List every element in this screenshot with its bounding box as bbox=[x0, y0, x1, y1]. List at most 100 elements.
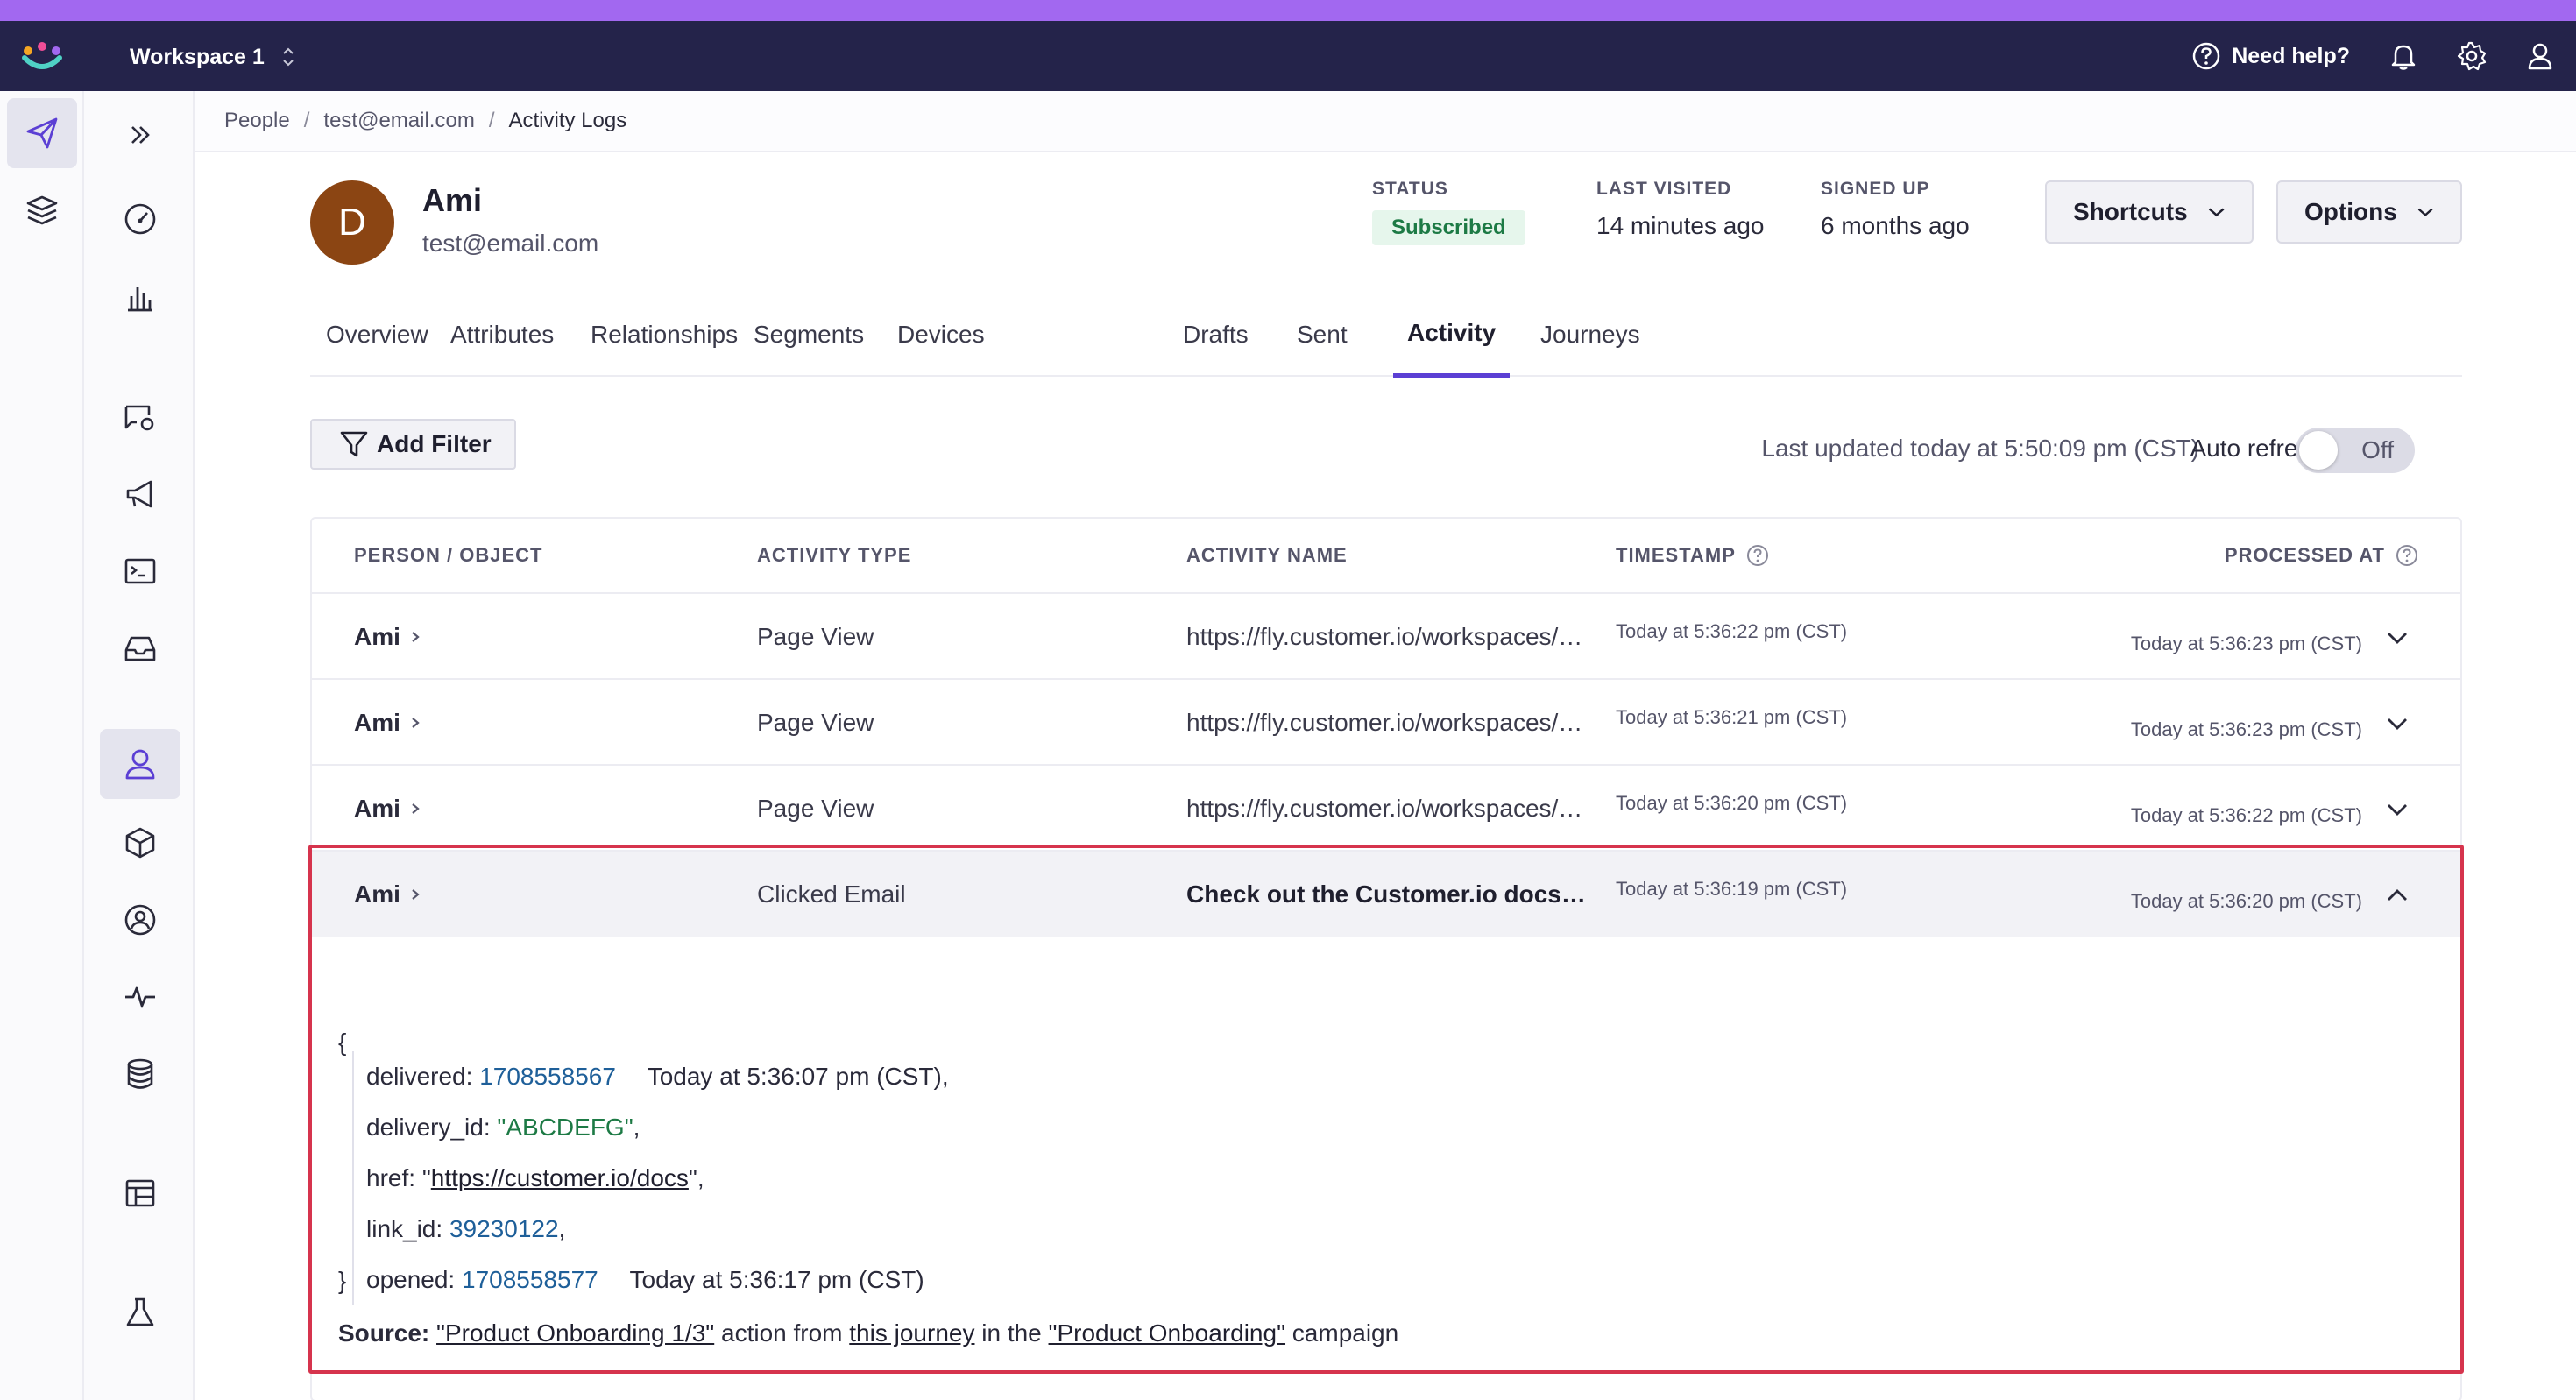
top-bar: Workspace 1 Need help? bbox=[0, 21, 2576, 91]
notifications-button[interactable] bbox=[2388, 41, 2418, 71]
nav-objects[interactable] bbox=[100, 808, 180, 878]
nav-messages[interactable] bbox=[100, 382, 180, 452]
main-content: People / test@email.com / Activity Logs … bbox=[195, 91, 2576, 1400]
nav-broadcasts[interactable] bbox=[100, 459, 180, 529]
tab-overview[interactable]: Overview bbox=[326, 321, 428, 348]
nav-segments[interactable] bbox=[100, 885, 180, 955]
tab-relationships[interactable]: Relationships bbox=[591, 321, 739, 348]
person-icon bbox=[125, 749, 155, 780]
activity-name: https://fly.customer.io/workspaces/… bbox=[1186, 623, 1583, 650]
last-updated-text: Last updated today at 5:50:09 pm (CST) bbox=[1761, 435, 2199, 462]
gauge-icon bbox=[124, 203, 156, 235]
chevron-down-icon[interactable] bbox=[2385, 797, 2410, 822]
need-help-button[interactable]: Need help? bbox=[2191, 41, 2350, 71]
attr-key: link_id: bbox=[366, 1215, 443, 1242]
nav-dashboard[interactable] bbox=[100, 184, 180, 254]
avatar: D bbox=[310, 180, 394, 265]
processed-at: Today at 5:36:23 pm (CST) bbox=[2130, 633, 2362, 654]
shortcuts-button[interactable]: Shortcuts bbox=[2045, 180, 2254, 244]
nav-people[interactable] bbox=[100, 729, 180, 799]
table-row[interactable]: Ami Page View https://fly.customer.io/wo… bbox=[312, 592, 2460, 678]
nav-experiments[interactable] bbox=[100, 1277, 180, 1347]
timestamp: Today at 5:36:20 pm (CST) bbox=[1616, 792, 1848, 814]
chevron-down-icon[interactable] bbox=[2385, 626, 2410, 650]
shortcuts-label: Shortcuts bbox=[2073, 198, 2188, 225]
source-action-link[interactable]: "Product Onboarding 1/3" bbox=[436, 1319, 715, 1347]
row-person-link[interactable]: Ami bbox=[354, 852, 421, 937]
timestamp: Today at 5:36:19 pm (CST) bbox=[1616, 878, 1848, 900]
add-filter-label: Add Filter bbox=[377, 430, 492, 457]
bell-icon bbox=[2391, 45, 2416, 70]
last-visited-stat: LAST VISITED 14 minutes ago bbox=[1596, 179, 1764, 240]
source-campaign-link[interactable]: "Product Onboarding" bbox=[1048, 1319, 1286, 1347]
help-circle-icon[interactable] bbox=[1746, 544, 1769, 567]
nav-analytics[interactable] bbox=[100, 263, 180, 333]
href-link[interactable]: https://customer.io/docs bbox=[430, 1164, 689, 1191]
tab-devices[interactable]: Devices bbox=[897, 321, 985, 348]
table-row[interactable]: Ami Page View https://fly.customer.io/wo… bbox=[312, 764, 2460, 850]
pulse-icon bbox=[125, 986, 155, 1008]
nav-inbox[interactable] bbox=[100, 613, 180, 683]
workspace-switcher[interactable]: Workspace 1 bbox=[130, 42, 294, 72]
toggle-knob bbox=[2299, 431, 2338, 470]
source-text: action from bbox=[721, 1319, 843, 1347]
tab-attributes[interactable]: Attributes bbox=[450, 321, 555, 348]
activity-type: Page View bbox=[757, 709, 874, 736]
settings-button[interactable] bbox=[2457, 41, 2487, 71]
header-activity-type[interactable]: ACTIVITY TYPE bbox=[757, 519, 911, 592]
source-journey-link[interactable]: this journey bbox=[849, 1319, 975, 1347]
nav-activity[interactable] bbox=[100, 962, 180, 1032]
tab-activity[interactable]: Activity bbox=[1393, 293, 1511, 378]
account-button[interactable] bbox=[2525, 41, 2555, 71]
processed-at: Today at 5:36:22 pm (CST) bbox=[2130, 804, 2362, 826]
secondary-nav bbox=[84, 91, 195, 1400]
row-person-link[interactable]: Ami bbox=[354, 766, 421, 852]
terminal-icon bbox=[124, 558, 156, 584]
source-text: in the bbox=[981, 1319, 1042, 1347]
header-processed-at[interactable]: PROCESSED AT bbox=[2225, 519, 2418, 592]
row-person-link[interactable]: Ami bbox=[354, 680, 421, 766]
attr-delivered: delivered: 1708558567 Today at 5:36:07 p… bbox=[366, 1051, 949, 1102]
help-circle-icon[interactable] bbox=[2396, 544, 2418, 567]
source-text: campaign bbox=[1292, 1319, 1399, 1347]
attr-key: href: bbox=[366, 1164, 416, 1191]
table-row[interactable]: Ami Page View https://fly.customer.io/wo… bbox=[312, 678, 2460, 764]
attr-opened: opened: 1708558577 Today at 5:36:17 pm (… bbox=[366, 1255, 949, 1305]
options-button[interactable]: Options bbox=[2276, 180, 2462, 244]
tab-segments[interactable]: Segments bbox=[754, 321, 865, 348]
question-circle-icon bbox=[2193, 42, 2220, 70]
attr-comma: , bbox=[558, 1215, 566, 1242]
source-label: Source: bbox=[338, 1319, 430, 1347]
nav-reports[interactable] bbox=[100, 1158, 180, 1228]
table-row-expanded[interactable]: Ami Clicked Email Check out the Customer… bbox=[312, 850, 2460, 937]
chevron-down-icon[interactable] bbox=[2385, 711, 2410, 736]
tab-sent[interactable]: Sent bbox=[1297, 321, 1348, 348]
header-person-label: PERSON / OBJECT bbox=[354, 544, 543, 566]
header-timestamp[interactable]: TIMESTAMP bbox=[1616, 519, 1769, 592]
close-brace: } bbox=[338, 1267, 347, 1294]
nav-transactional[interactable] bbox=[100, 536, 180, 606]
signed-up-stat: SIGNED UP 6 months ago bbox=[1821, 179, 1970, 240]
processed-at: Today at 5:36:20 pm (CST) bbox=[2130, 890, 2362, 912]
chevron-up-icon[interactable] bbox=[2385, 883, 2410, 908]
source-line: Source: "Product Onboarding 1/3" action … bbox=[338, 1319, 1398, 1347]
tab-journeys[interactable]: Journeys bbox=[1540, 321, 1640, 348]
rail-data-pipelines[interactable] bbox=[7, 175, 77, 245]
accent-bar bbox=[0, 0, 2576, 21]
expand-nav-button[interactable] bbox=[100, 100, 180, 170]
auto-refresh-toggle[interactable]: Off bbox=[2296, 428, 2415, 473]
breadcrumb-separator: / bbox=[303, 109, 310, 132]
nav-data[interactable] bbox=[100, 1039, 180, 1109]
header-activity-name[interactable]: ACTIVITY NAME bbox=[1186, 519, 1348, 592]
double-chevron-right-icon bbox=[131, 126, 150, 144]
add-filter-button[interactable]: Add Filter bbox=[310, 419, 516, 470]
database-icon bbox=[127, 1058, 153, 1089]
customerio-logo-icon[interactable] bbox=[19, 40, 65, 72]
rail-messaging[interactable] bbox=[7, 98, 77, 168]
row-person-link[interactable]: Ami bbox=[354, 594, 421, 680]
header-person[interactable]: PERSON / OBJECT bbox=[354, 519, 542, 592]
message-gear-icon bbox=[124, 405, 154, 431]
breadcrumb-email[interactable]: test@email.com bbox=[323, 109, 475, 132]
tab-drafts[interactable]: Drafts bbox=[1183, 321, 1249, 348]
breadcrumb-people[interactable]: People bbox=[224, 109, 290, 132]
